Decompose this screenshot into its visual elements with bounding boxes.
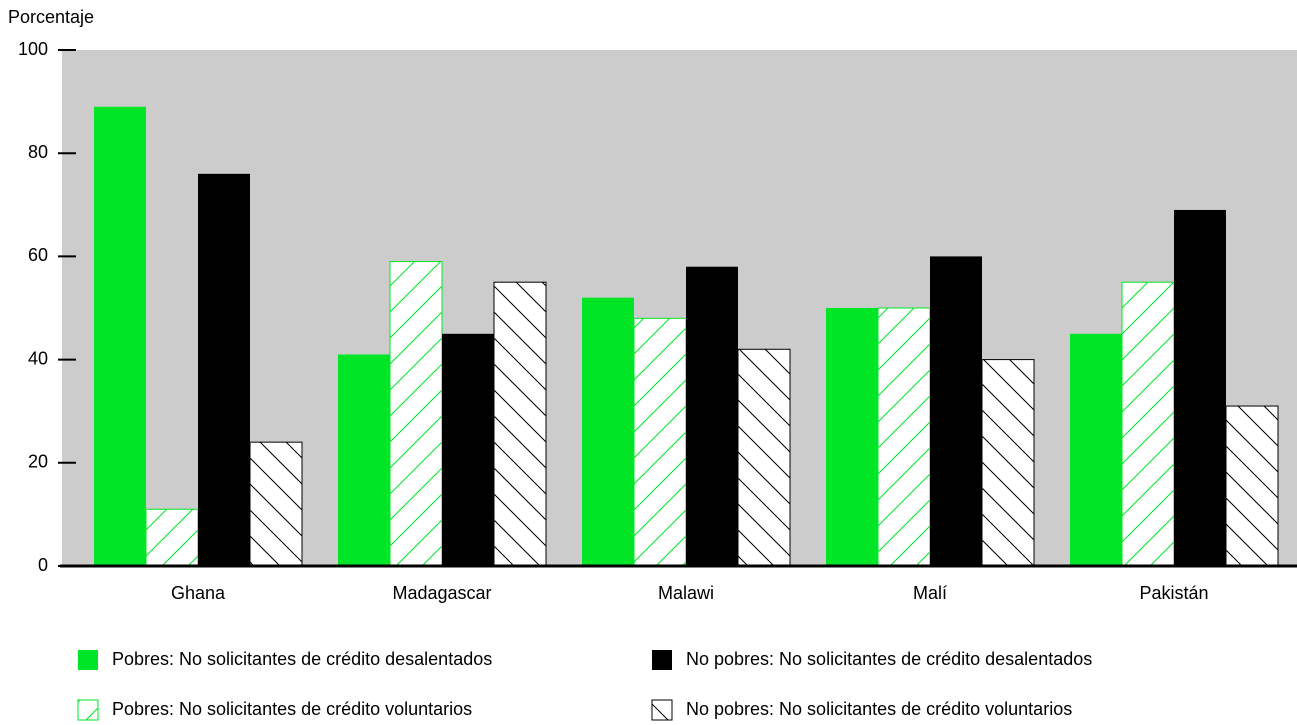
bar xyxy=(198,173,250,566)
x-tick-label: Malawi xyxy=(658,583,714,603)
bar xyxy=(981,359,1035,567)
legend-label: Pobres: No solicitantes de crédito volun… xyxy=(112,699,472,719)
bar xyxy=(1174,209,1226,566)
bar xyxy=(442,333,494,566)
bar xyxy=(1121,281,1175,567)
bar xyxy=(145,508,199,567)
bar xyxy=(1225,405,1279,567)
x-tick-label: Ghana xyxy=(171,583,226,603)
bar xyxy=(582,297,634,566)
bar xyxy=(930,256,982,566)
legend-swatch xyxy=(652,650,672,670)
bar xyxy=(493,281,547,567)
bar xyxy=(1070,333,1122,566)
y-tick-label: 20 xyxy=(28,452,48,472)
bar xyxy=(686,266,738,566)
x-tick-label: Pakistán xyxy=(1139,583,1208,603)
y-tick-label: 60 xyxy=(28,245,48,265)
legend-swatch xyxy=(77,699,99,721)
bar xyxy=(877,307,931,567)
y-tick-label: 40 xyxy=(28,348,48,368)
y-axis-label: Porcentaje xyxy=(8,7,94,27)
legend-label: Pobres: No solicitantes de crédito desal… xyxy=(112,649,492,669)
bar xyxy=(826,308,878,566)
bar xyxy=(94,106,146,566)
legend-swatch xyxy=(651,699,673,721)
bar xyxy=(389,261,443,567)
legend-swatch xyxy=(78,650,98,670)
y-tick-label: 0 xyxy=(38,555,48,575)
bar xyxy=(633,317,687,567)
x-tick-label: Malí xyxy=(913,583,947,603)
legend-label: No pobres: No solicitantes de crédito vo… xyxy=(686,699,1072,719)
bar xyxy=(737,348,791,567)
x-tick-label: Madagascar xyxy=(392,583,491,603)
y-tick-label: 80 xyxy=(28,142,48,162)
y-tick-label: 100 xyxy=(18,39,48,59)
bar xyxy=(249,441,303,567)
bar xyxy=(338,354,390,566)
legend-label: No pobres: No solicitantes de crédito de… xyxy=(686,649,1092,669)
